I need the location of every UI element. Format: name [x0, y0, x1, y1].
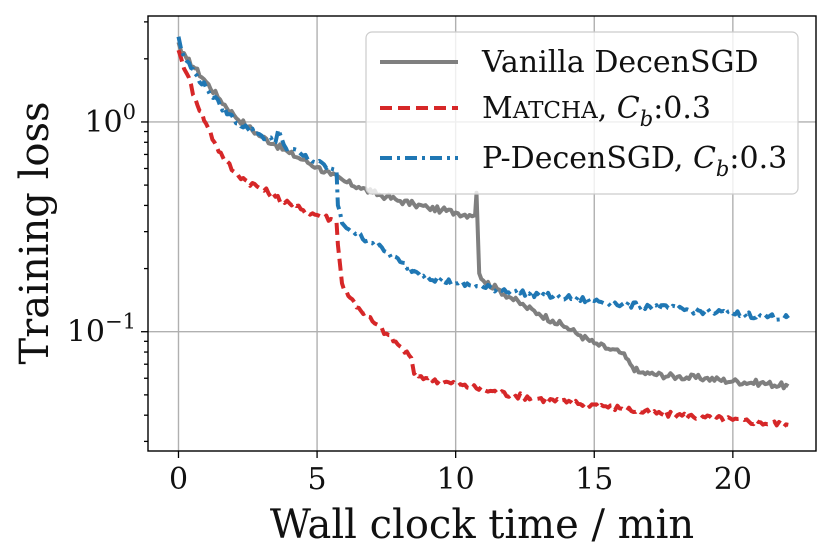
x-axis-title: Wall clock time / min — [270, 502, 694, 548]
x-tick-label: 0 — [169, 462, 188, 497]
legend: Vanilla DecenSGD MATCHA, Cb:0.3 P-DecenSGD… — [365, 31, 799, 195]
y-axis-title: Training loss — [12, 101, 58, 364]
plot-lines — [176, 36, 790, 430]
legend-label-2: P-DecenSGD, Cb:0.3 — [482, 141, 787, 181]
x-tick-label: 10 — [437, 462, 475, 497]
legend-label-0: Vanilla DecenSGD — [481, 45, 759, 80]
legend-box — [365, 31, 799, 195]
series-line-0 — [176, 41, 790, 391]
x-tick-label: 5 — [308, 462, 327, 497]
x-tick-label: 20 — [714, 462, 752, 497]
y-tick-label: 100 — [84, 100, 136, 140]
y-tick-label: 10−1 — [67, 310, 136, 350]
series-line-1 — [176, 49, 789, 430]
plot-area-frame — [147, 15, 817, 452]
x-tick-label: 15 — [575, 462, 613, 497]
series-line-2 — [176, 36, 790, 322]
legend-label-1: MATCHA, Cb:0.3 — [482, 91, 711, 131]
axis-ticks: 0 5 10 15 20 100 10−1 — [67, 21, 752, 497]
